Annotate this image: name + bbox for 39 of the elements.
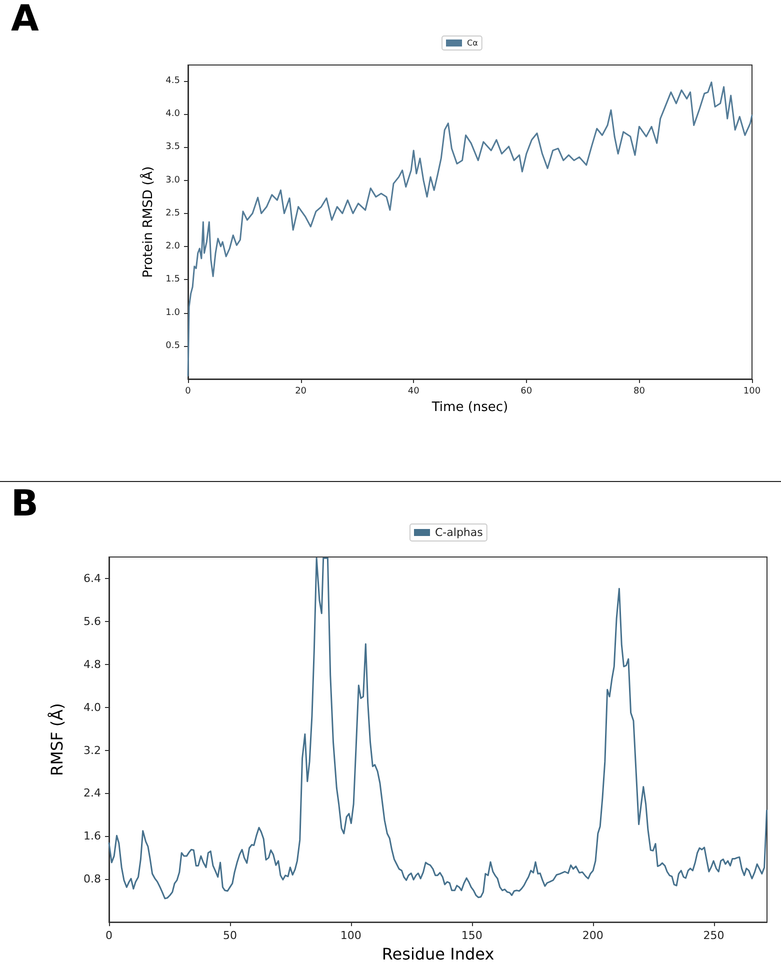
x-tick-label: 0: [106, 929, 112, 942]
y-tick-label: 2.5: [166, 208, 180, 218]
chart-title: B: [11, 484, 38, 524]
y-tick-label: 0.8: [84, 872, 101, 886]
x-tick-label: 150: [461, 929, 482, 942]
x-axis-title: Residue Index: [382, 944, 494, 964]
y-tick-label: 4.0: [84, 700, 101, 714]
y-tick-label: 2.4: [84, 786, 101, 800]
x-tick-label: 100: [340, 929, 362, 942]
x-tick-label: 80: [633, 386, 646, 396]
y-tick-label: 5.6: [84, 614, 101, 628]
x-tick-label: 0: [185, 386, 192, 396]
y-axis-title: Protein RMSD (Å): [138, 166, 156, 278]
x-tick-label: 20: [295, 386, 307, 396]
x-tick-label: 100: [743, 386, 761, 396]
y-tick-label: 1.6: [84, 830, 101, 843]
y-tick-label: 3.2: [84, 744, 101, 757]
x-tick-label: 200: [582, 929, 604, 942]
y-axis-title: RMSF (Å): [48, 703, 66, 776]
y-tick-label: 4.8: [84, 658, 101, 671]
x-tick-label: 250: [703, 929, 724, 942]
legend-label: C-alphas: [435, 526, 484, 539]
y-tick-label: 3.0: [166, 175, 180, 186]
y-tick-label: 3.5: [166, 142, 180, 152]
y-tick-label: 4.0: [166, 109, 180, 120]
line-series: [187, 81, 753, 376]
x-tick-label: 40: [408, 386, 420, 396]
y-tick-label: 2.0: [166, 242, 180, 252]
y-tick-label: 0.5: [166, 340, 180, 351]
y-tick-label: 1.5: [166, 274, 180, 285]
y-tick-label: 4.5: [166, 76, 180, 86]
y-tick-label: 1.0: [166, 308, 180, 318]
x-tick-label: 50: [222, 929, 237, 942]
x-axis-title: Time (nsec): [430, 400, 508, 415]
x-tick-label: 60: [520, 386, 532, 396]
line-series: [108, 557, 768, 900]
legend-label: Cα: [467, 38, 478, 48]
y-tick-label: 6.4: [84, 572, 101, 585]
chart-title: A: [11, 0, 39, 40]
